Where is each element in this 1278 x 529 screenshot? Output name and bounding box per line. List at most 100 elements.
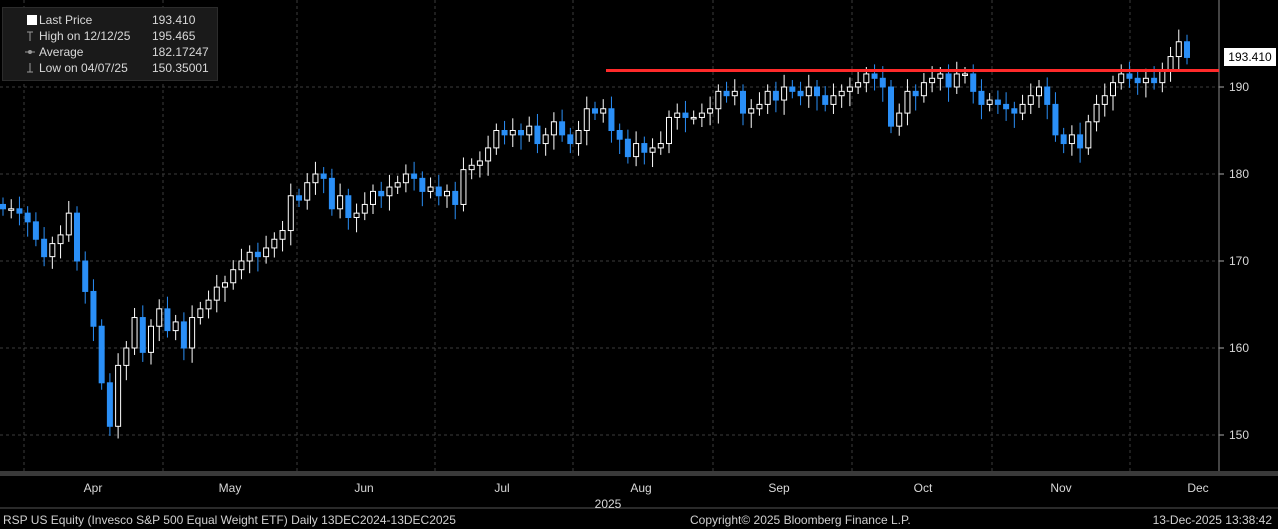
candle-body (871, 73, 878, 79)
candle-body (98, 325, 105, 384)
candle-body (698, 112, 705, 118)
candle-body (345, 195, 352, 218)
candle-body (970, 73, 977, 92)
candle-body (772, 90, 779, 101)
candle-body (912, 90, 919, 97)
candle-body (361, 203, 368, 214)
y-tick-label: 190 (1229, 80, 1249, 94)
candle-body (789, 86, 796, 92)
x-tick-label: Jul (494, 481, 509, 495)
candle-body (222, 282, 228, 288)
candle-body (583, 108, 590, 131)
x-tick-label: Apr (84, 481, 103, 495)
candle-body (1036, 86, 1042, 97)
candle-body (1044, 86, 1051, 105)
candle-body (1101, 95, 1108, 105)
candle-body (1003, 103, 1010, 110)
candle-body (822, 95, 829, 105)
x-tick-label: Sep (768, 481, 790, 495)
candle-body (682, 112, 689, 118)
candle-body (444, 190, 450, 197)
candle-body (879, 77, 886, 88)
candle-body (1060, 134, 1067, 145)
candle-body (559, 121, 566, 136)
candle-body (624, 138, 631, 158)
candle-body (838, 90, 845, 97)
candle-body (452, 190, 459, 205)
candle-body (534, 125, 541, 145)
candle-body (353, 212, 360, 218)
candle-body (1052, 103, 1059, 136)
legend-item-last-price: Last Price 193.410 (3, 13, 217, 28)
candle-body (542, 134, 549, 145)
candle-body (8, 208, 15, 211)
candle-body (781, 86, 788, 101)
candle-body (82, 260, 89, 292)
x-tick-label: Aug (630, 481, 651, 495)
candle-body (945, 73, 952, 88)
candle-body (863, 73, 870, 84)
candle-body (1027, 95, 1034, 105)
candle-body (271, 238, 278, 249)
candle-body (370, 190, 376, 205)
candle-body (16, 208, 23, 214)
candle-body (674, 112, 681, 118)
candle-body (657, 143, 664, 149)
candle-body (509, 130, 516, 136)
candle-body (929, 77, 936, 84)
candle-body (1134, 77, 1141, 84)
candle-body (32, 221, 39, 240)
legend-item-high: High on 12/12/25 195.465 (3, 29, 217, 44)
high-marker-icon (27, 31, 33, 41)
candle-body (213, 286, 220, 301)
candle-body (197, 308, 204, 319)
candle-body (575, 130, 582, 145)
candle-body (172, 321, 179, 332)
candle-body (419, 177, 426, 192)
candle-body (435, 186, 442, 197)
candle-body (296, 195, 302, 201)
candle-body (106, 382, 113, 427)
candle-body (649, 147, 656, 153)
candle-body (1118, 73, 1125, 84)
candle-body (888, 86, 894, 127)
candle-body (707, 108, 714, 114)
candle-body (723, 90, 730, 97)
candle-body (493, 130, 500, 149)
candle-body (189, 317, 196, 349)
candle-body (1085, 121, 1092, 149)
candle-body (567, 134, 574, 145)
candle-body (131, 317, 138, 349)
candle-body (616, 130, 623, 140)
candle-body (501, 130, 508, 136)
candle-body (1184, 41, 1190, 58)
candle-body (814, 86, 820, 97)
candle-body (953, 73, 960, 88)
candle-body (855, 82, 862, 88)
x-axis-band (0, 471, 1278, 476)
candle-body (238, 260, 245, 271)
candle-body (592, 108, 598, 114)
candle-body (715, 90, 722, 110)
y-tick-label: 180 (1229, 167, 1249, 181)
candle-body (263, 247, 270, 258)
candle-body (756, 103, 763, 110)
candle-body (518, 130, 524, 136)
candle-body (386, 186, 393, 197)
candle-body (740, 90, 746, 114)
candle-body (1019, 103, 1026, 114)
low-marker-icon (27, 63, 33, 73)
candle-body (731, 90, 738, 97)
footer-security-description: RSP US Equity (Invesco S&P 500 Equal Wei… (3, 513, 456, 527)
candle-body (1110, 82, 1116, 97)
candle-body (690, 116, 697, 120)
candle-body (427, 186, 434, 192)
footer-timestamp: 13-Dec-2025 13:38:42 (1152, 513, 1272, 527)
candle-body (164, 308, 171, 332)
candle-body (24, 212, 31, 223)
candle-body (57, 234, 64, 245)
candle-body (994, 99, 1001, 105)
last-price-tag: 193.410 (1224, 48, 1276, 66)
candle-body (468, 164, 475, 171)
candle-body (320, 173, 327, 179)
